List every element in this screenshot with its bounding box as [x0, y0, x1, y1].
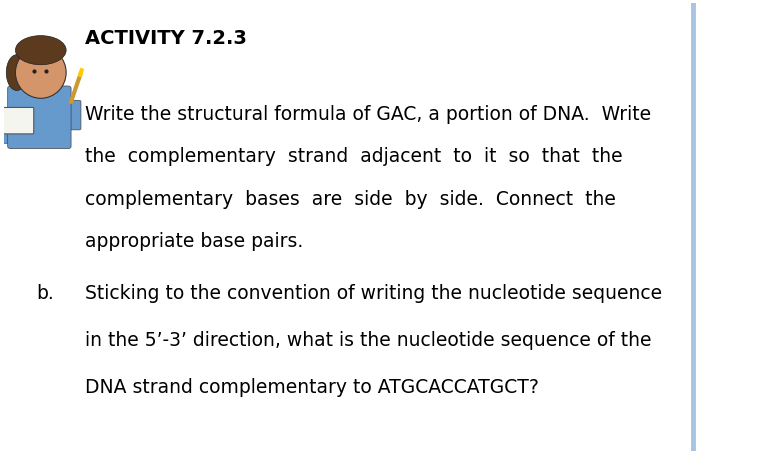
- Text: the  complementary  strand  adjacent  to  it  so  that  the: the complementary strand adjacent to it …: [85, 147, 623, 166]
- Text: in the 5’-3’ direction, what is the nucleotide sequence of the: in the 5’-3’ direction, what is the nucl…: [85, 330, 652, 349]
- Text: ACTIVITY 7.2.3: ACTIVITY 7.2.3: [85, 29, 247, 48]
- Text: b.: b.: [37, 283, 54, 302]
- FancyBboxPatch shape: [8, 87, 71, 149]
- Ellipse shape: [6, 56, 28, 91]
- Text: a.: a.: [48, 105, 65, 124]
- Text: complementary  bases  are  side  by  side.  Connect  the: complementary bases are side by side. Co…: [85, 190, 616, 208]
- Ellipse shape: [15, 36, 66, 66]
- FancyBboxPatch shape: [3, 108, 34, 135]
- Text: Sticking to the convention of writing the nucleotide sequence: Sticking to the convention of writing th…: [85, 283, 662, 302]
- Text: DNA strand complementary to ATGCACCATGCT?: DNA strand complementary to ATGCACCATGCT…: [85, 377, 539, 396]
- Text: appropriate base pairs.: appropriate base pairs.: [85, 232, 304, 251]
- Text: Write the structural formula of GAC, a portion of DNA.  Write: Write the structural formula of GAC, a p…: [85, 105, 651, 124]
- Ellipse shape: [15, 48, 66, 99]
- FancyBboxPatch shape: [2, 110, 21, 144]
- FancyBboxPatch shape: [64, 101, 81, 131]
